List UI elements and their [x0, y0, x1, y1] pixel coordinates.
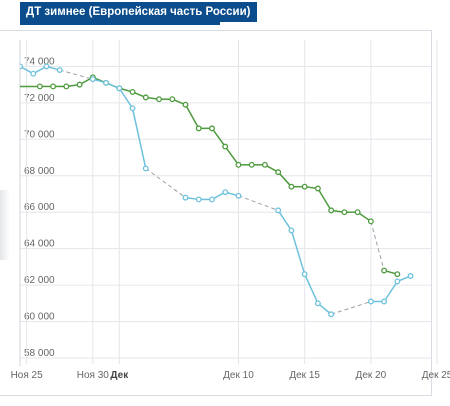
series-2-point [56, 67, 63, 73]
chart-title-badge: ДТ зимнее (Европейская часть России) [20, 2, 257, 22]
series-2-segment [290, 230, 306, 275]
x-tick-label: Ноя 25 [11, 370, 44, 381]
x-tick-label: Ноя 30 [77, 370, 110, 381]
series-1-segment [277, 171, 292, 188]
title-underline [20, 22, 220, 25]
series-2-point [301, 271, 308, 278]
y-tick-label: 70 000 [24, 129, 55, 140]
series-1-point [182, 101, 189, 108]
y-tick-label: 62 000 [24, 275, 55, 286]
series-1-point [301, 183, 308, 190]
series-1-point [142, 94, 149, 101]
series-1-point [394, 271, 401, 278]
series-2-point [182, 194, 189, 201]
series-1-point [248, 161, 255, 168]
x-tick-label: Дек 20 [356, 370, 387, 381]
x-tick-label: Дек 25 [422, 370, 450, 381]
left-edge-shadow [0, 190, 10, 260]
series-1-segment [184, 104, 200, 129]
series-1-point [367, 218, 374, 225]
series-2-point [381, 298, 388, 305]
series-1-point [235, 161, 242, 168]
series-2-point [288, 227, 295, 234]
series-2-point [222, 189, 229, 196]
series-group [11, 63, 414, 318]
series-1-segment [317, 188, 332, 211]
series-2-segment [238, 195, 279, 211]
series-1-point [156, 96, 162, 103]
series-2-segment [118, 87, 134, 109]
series-1-point [195, 125, 202, 132]
series-1-point [261, 161, 268, 168]
series-1-point [341, 209, 348, 216]
series-2-segment [277, 209, 293, 231]
series-1-point [275, 169, 282, 176]
chart-frame [0, 30, 432, 396]
series-2-segment [131, 108, 147, 169]
series-1-point [381, 267, 388, 274]
series-1-segment [370, 221, 385, 271]
series-2-point [235, 192, 242, 199]
series-2-point [195, 196, 202, 203]
series-1-point [63, 83, 70, 90]
y-tick-label: 66 000 [24, 202, 55, 213]
series-1-segment [224, 146, 240, 166]
series-2-point [43, 63, 50, 70]
series-1-point [354, 209, 361, 216]
series-1-point [50, 83, 57, 90]
series-2-segment [59, 69, 93, 80]
series-2-segment [383, 281, 398, 302]
series-2-point [275, 207, 282, 214]
series-2-point [142, 165, 149, 172]
series-1-point [11, 84, 16, 89]
series-2-point [314, 300, 321, 307]
series-2-point [30, 70, 37, 77]
x-tick-label: Дек 15 [289, 370, 320, 381]
series-1-segment [211, 127, 226, 148]
y-tick-label: 60 000 [24, 312, 55, 323]
series-1-point [129, 88, 136, 95]
y-tick-label: 68 000 [24, 166, 55, 177]
series-1-point [76, 81, 83, 88]
y-tick-label: 74 000 [24, 56, 55, 67]
series-1-point [288, 183, 295, 190]
y-tick-label: 72 000 [24, 93, 55, 104]
series-2-point [328, 311, 335, 318]
x-tick-label: Дек [110, 370, 129, 381]
y-tick-label: 64 000 [24, 239, 55, 250]
series-2-point [394, 278, 401, 285]
series-2-segment [145, 168, 186, 199]
series-1-point [314, 185, 321, 192]
series-2-point [116, 85, 123, 92]
series-2-point [103, 79, 110, 86]
x-tick-label: Дек 10 [223, 370, 254, 381]
series-2-segment [330, 301, 372, 315]
series-2-point [407, 273, 414, 279]
series-2-point [20, 63, 23, 70]
series-2-point [89, 76, 96, 83]
series-1-point [36, 83, 43, 90]
series-1-point [169, 96, 176, 103]
series-1-point [328, 207, 335, 214]
series-1-point [222, 143, 229, 150]
y-tick-label: 58 000 [24, 348, 55, 359]
series-2-segment [303, 273, 319, 304]
series-2-point [209, 196, 215, 203]
series-2-point [367, 298, 374, 305]
series-2-point [129, 105, 136, 112]
series-1-point [209, 125, 215, 132]
